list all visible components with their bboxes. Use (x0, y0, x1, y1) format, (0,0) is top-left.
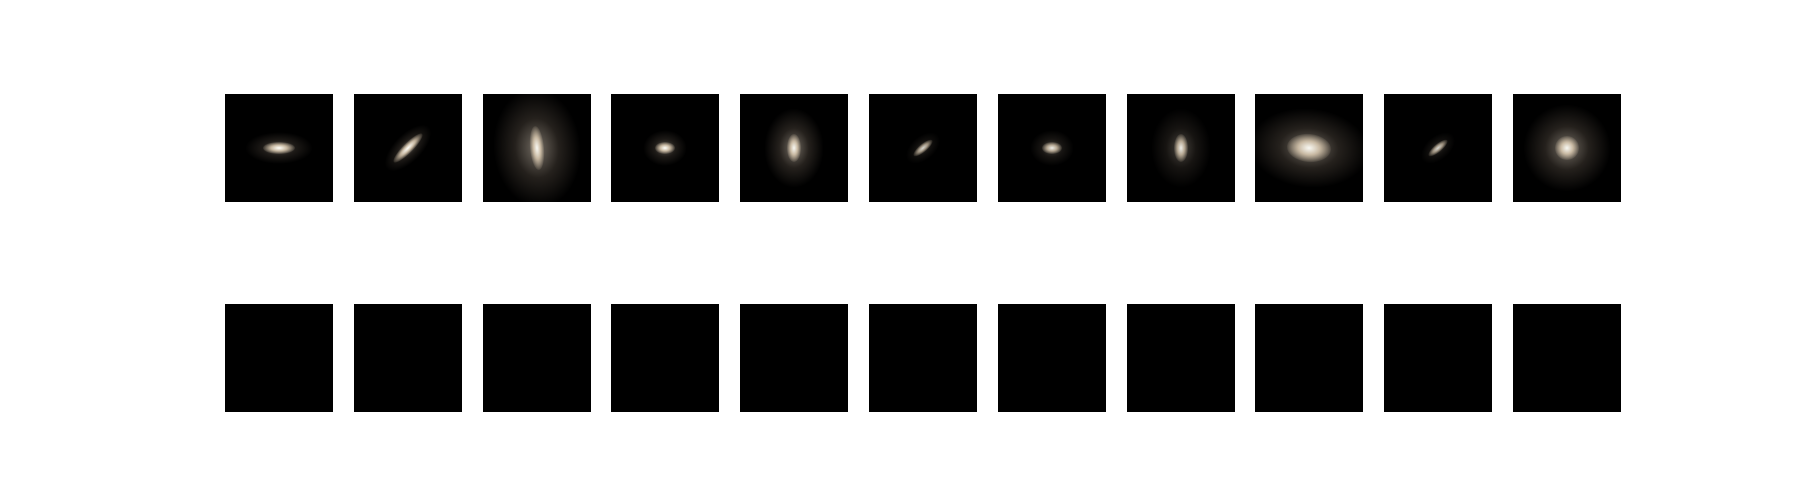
galaxy-core (1041, 142, 1062, 154)
galaxy-tile (997, 94, 1106, 202)
galaxy-tile (353, 94, 462, 202)
galaxy-halo (1522, 104, 1611, 192)
galaxy-core (787, 134, 802, 162)
galaxy-tile (1255, 94, 1364, 202)
blank-tile (1126, 304, 1235, 412)
galaxy-core (1173, 134, 1188, 162)
galaxy-halo (1255, 102, 1364, 194)
galaxy-halo (487, 94, 586, 202)
blank-tile (482, 304, 591, 412)
galaxy-tile (1512, 94, 1621, 202)
galaxy-tile (611, 94, 720, 202)
galaxy-row (225, 94, 1621, 202)
galaxy-halo (245, 132, 313, 164)
galaxy-halo (376, 116, 439, 180)
galaxy-tile (1384, 94, 1493, 202)
blank-tile (1512, 304, 1621, 412)
galaxy-tile (225, 94, 333, 202)
galaxy-core (1286, 132, 1333, 164)
galaxy-core (1426, 137, 1450, 159)
blank-tile (353, 304, 462, 412)
galaxy-tile (868, 94, 977, 202)
galaxy-halo (1029, 130, 1074, 166)
blank-tile (1384, 304, 1493, 412)
blank-tile (997, 304, 1106, 412)
galaxy-core (390, 130, 426, 166)
galaxy-halo (1150, 108, 1211, 188)
blank-tile (611, 304, 720, 412)
galaxy-core (263, 142, 295, 154)
galaxy-halo (764, 108, 825, 188)
galaxy-tile (740, 94, 849, 202)
galaxy-halo (1415, 125, 1462, 171)
galaxy-core (1554, 136, 1579, 160)
blank-tile (740, 304, 849, 412)
blank-tile (1255, 304, 1364, 412)
galaxy-core (655, 142, 676, 154)
galaxy-tile (482, 94, 591, 202)
galaxy-core (527, 125, 546, 171)
galaxy-tile (1126, 94, 1235, 202)
blank-tile (225, 304, 333, 412)
blank-row (225, 304, 1621, 412)
galaxy-halo (643, 130, 688, 166)
blank-tile (868, 304, 977, 412)
galaxy-halo (899, 125, 947, 171)
galaxy-core (911, 137, 935, 159)
